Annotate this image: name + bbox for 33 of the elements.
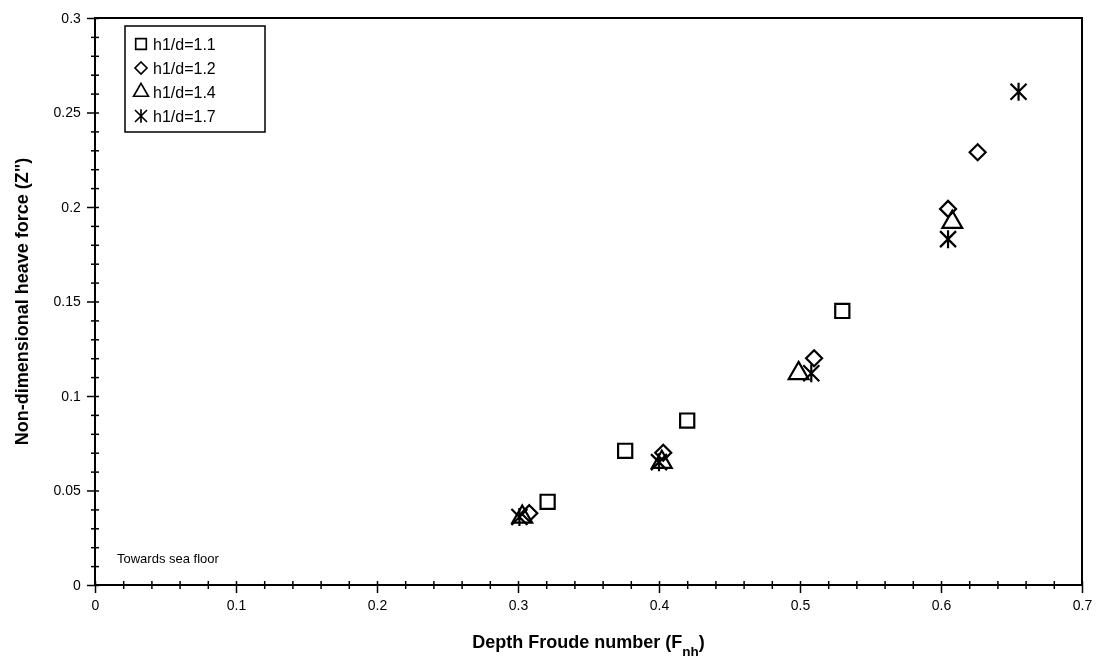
y-tick-label: 0: [73, 576, 81, 593]
x-axis-title: Depth Froude number (F$_{nh}$): [472, 632, 705, 659]
y-tick-label: 0.2: [61, 198, 82, 215]
point: [805, 349, 824, 368]
point: [616, 442, 634, 459]
y-tick-label: 0.25: [53, 104, 82, 121]
point: [938, 199, 958, 218]
y-tick-label: 0.1: [61, 387, 82, 404]
y-tick-label: 0.3: [61, 9, 82, 26]
x-tick-label: 0.2: [367, 597, 388, 614]
point: [938, 229, 958, 250]
x-tick-label: 0.7: [1072, 597, 1093, 614]
x-tick-label: 0.1: [226, 597, 247, 614]
legend-label: h1/d=1.1: [153, 36, 216, 53]
y-tick-label: 0.15: [53, 293, 82, 310]
point: [1009, 81, 1028, 102]
y-tick-label: 0.05: [53, 482, 82, 499]
point: [539, 493, 556, 511]
x-tick-label: 0.5: [790, 597, 811, 614]
x-tick-label: 0: [91, 597, 100, 614]
point: [968, 143, 987, 162]
annotation: Towards sea floor: [117, 551, 220, 566]
legend-label: h1/d=1.4: [153, 84, 216, 101]
point: [510, 506, 529, 528]
point: [802, 363, 821, 384]
x-tick-label: 0.4: [649, 597, 670, 614]
point: [834, 302, 851, 320]
x-tick-label: 0.3: [508, 597, 529, 614]
x-tick-label: 0.6: [931, 597, 952, 614]
y-axis-title: Non-dimensional heave force (Z"): [12, 157, 32, 446]
legend-label: h1/d=1.2: [153, 60, 216, 77]
point: [679, 412, 696, 429]
legend-label: h1/d=1.7: [153, 108, 216, 125]
